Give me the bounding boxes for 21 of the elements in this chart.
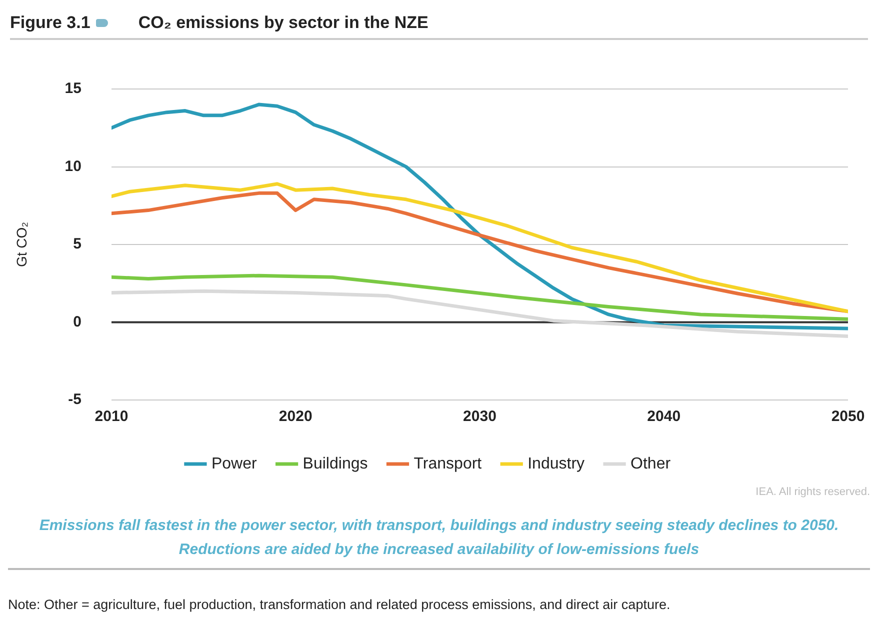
text: Note: Other = agriculture, fuel production, transformation and related process emissions, and direct air capture.	[8, 596, 672, 614]
x-tick-label: 2010	[94, 408, 128, 426]
legend-label: Industry	[528, 455, 585, 472]
legend-label: Power	[211, 455, 258, 472]
text: Emissions fall fastest in the power sector, with transport, buildings and industry seeing steady declines to 2050. Reductions are aided by the increased availability of low-emissions fuels	[8, 514, 870, 570]
legend-label: Other	[630, 455, 672, 472]
y-tick-label: 10	[64, 158, 82, 175]
x-tick-label: 2020	[278, 408, 312, 426]
y-tick-label: 0	[73, 313, 82, 330]
y-tick-label: 15	[64, 80, 82, 98]
text: IEA. All rights reserved.	[756, 486, 870, 498]
chart-subtitle: CO₂ emissions by sector in the NZE	[138, 13, 428, 33]
legend-label: Buildings	[302, 455, 368, 472]
y-tick-label: -5	[68, 391, 82, 408]
x-tick-label: 2050	[831, 408, 865, 426]
x-tick-label: 2030	[463, 408, 496, 426]
y-axis-title: Gt CO₂	[13, 222, 30, 268]
y-tick-label: 5	[73, 236, 82, 253]
x-tick-label: 2040	[647, 408, 681, 426]
legend-label: Transport	[414, 455, 482, 472]
chart-title: Figure 3.1	[10, 13, 90, 33]
